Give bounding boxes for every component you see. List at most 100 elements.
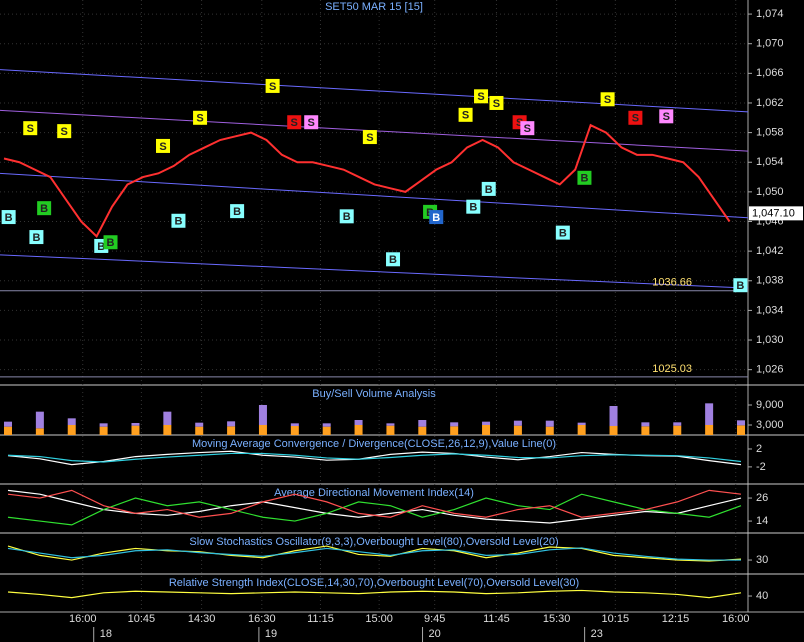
volume-bar — [227, 426, 236, 435]
signal-label: S — [366, 132, 373, 144]
signal-label: B — [559, 228, 567, 240]
x-tick-label: 16:00 — [69, 613, 97, 625]
volume-bar — [577, 422, 586, 425]
signal-label: S — [516, 117, 523, 129]
signal-marker — [339, 209, 354, 224]
signal-label: B — [107, 237, 115, 249]
signal-marker — [362, 130, 377, 145]
signal-marker — [1, 210, 16, 225]
y-tick-label: 1,074 — [756, 8, 784, 20]
signal-label: S — [291, 117, 298, 129]
x-tick-label: 10:45 — [128, 613, 156, 625]
signal-label: S — [604, 94, 611, 106]
signal-label: S — [159, 141, 166, 153]
volume-bar — [450, 426, 459, 435]
volume-bar — [386, 423, 395, 426]
channel-line — [0, 172, 749, 219]
signal-label: B — [5, 212, 13, 224]
y-tick-label: 2 — [756, 443, 762, 455]
volume-bar — [4, 426, 12, 435]
x-tick-label: 15:00 — [365, 613, 393, 625]
volume-bar — [705, 425, 714, 435]
signal-label: B — [174, 216, 182, 228]
level-label: 1036.66 — [652, 277, 692, 289]
level-label: 1025.03 — [652, 363, 692, 375]
volume-bar — [354, 425, 363, 435]
indicator-line — [7, 545, 742, 562]
signal-marker — [520, 121, 535, 136]
volume-bar — [737, 425, 745, 435]
signal-label: S — [493, 98, 500, 110]
indicator-line — [7, 493, 742, 526]
volume-bar — [35, 411, 44, 429]
y-tick-label: 1,058 — [756, 127, 784, 139]
signal-label: B — [343, 211, 351, 223]
volume-bar — [577, 425, 586, 435]
signal-label: S — [27, 123, 34, 135]
volume-bar — [99, 426, 108, 435]
y-tick-label: 14 — [756, 515, 768, 527]
x-tick-label: 11:45 — [483, 613, 510, 625]
y-tick-label: 1,034 — [756, 304, 784, 316]
y-tick-label: 1,062 — [756, 97, 784, 109]
volume-bar — [258, 405, 267, 425]
panel-title: Buy/Sell Volume Analysis — [312, 388, 436, 400]
y-tick-label: 3,000 — [756, 419, 784, 431]
signal-label: B — [233, 206, 241, 218]
signal-marker — [577, 170, 592, 185]
last-price-box — [749, 206, 803, 221]
volume-bar — [482, 425, 491, 435]
signal-marker — [156, 138, 171, 153]
signal-label: B — [580, 173, 588, 185]
y-tick-label: 1,038 — [756, 275, 784, 287]
volume-bar — [258, 425, 267, 435]
signal-marker — [57, 124, 72, 139]
signal-label: B — [389, 254, 397, 266]
signal-label: S — [462, 110, 469, 122]
date-label: 20 — [429, 628, 441, 640]
x-tick-label: 16:30 — [248, 613, 276, 625]
signal-label: B — [736, 280, 744, 292]
x-tick-label: 10:15 — [602, 613, 630, 625]
volume-bar — [737, 420, 745, 426]
volume-bar — [195, 426, 204, 435]
signal-marker — [304, 115, 319, 130]
signal-marker — [733, 278, 748, 293]
signal-marker — [458, 107, 473, 122]
volume-bar — [67, 425, 76, 435]
signal-marker — [193, 110, 208, 125]
signal-marker — [628, 110, 643, 125]
volume-bar — [641, 426, 650, 435]
y-tick-label: 1,066 — [756, 67, 784, 79]
signal-marker — [265, 78, 280, 93]
volume-bar — [322, 426, 331, 435]
x-tick-label: 9:45 — [424, 613, 445, 625]
volume-bar — [545, 420, 554, 427]
volume-bar — [163, 411, 172, 425]
signal-marker — [171, 213, 186, 228]
volume-bar — [609, 426, 618, 435]
volume-bar — [450, 422, 459, 427]
indicator-line — [7, 489, 742, 518]
signal-label: B — [485, 184, 493, 196]
signal-label: S — [477, 91, 484, 103]
signal-label: S — [524, 123, 531, 135]
signal-marker — [600, 92, 615, 107]
y-tick-label: 26 — [756, 492, 768, 504]
volume-bar — [513, 425, 522, 435]
signal-label: S — [61, 126, 68, 138]
panel-title: Moving Average Convergence / Divergence(… — [192, 438, 556, 450]
volume-bar — [163, 425, 172, 435]
signal-marker — [555, 225, 570, 240]
signal-label: B — [97, 241, 105, 253]
chart-title: SET50 MAR 15 [15] — [325, 1, 423, 13]
signal-marker — [37, 201, 52, 216]
last-price-label: 1,047.10 — [752, 207, 795, 219]
channel-line — [0, 69, 749, 113]
volume-bar — [673, 422, 682, 426]
date-label: 19 — [265, 628, 277, 640]
indicator-line — [7, 547, 741, 561]
x-tick-label: 14:30 — [188, 613, 216, 625]
signal-marker — [29, 230, 44, 245]
